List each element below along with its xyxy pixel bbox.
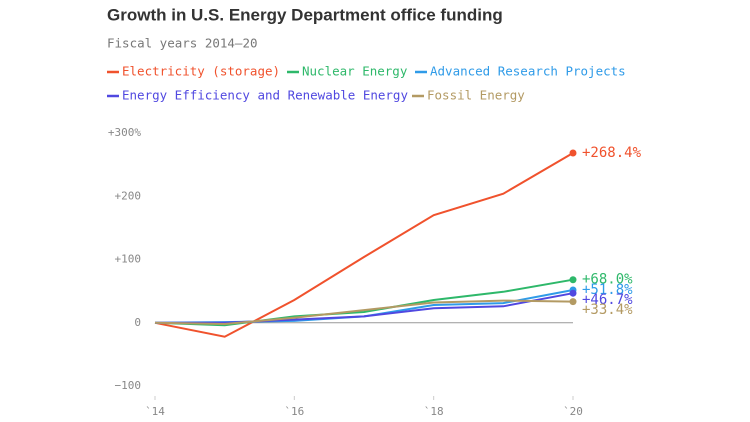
series-line — [155, 292, 574, 324]
y-tick-label: −100 — [115, 379, 142, 392]
legend-label: Advanced Research Projects — [430, 64, 626, 79]
chart-subtitle: Fiscal years 2014–20 — [107, 36, 258, 51]
value-label: +268.4% — [582, 145, 642, 161]
series-line — [154, 152, 574, 338]
x-tick-label: `20 — [563, 405, 583, 418]
y-tick-label: 0 — [134, 316, 141, 329]
series-line — [154, 278, 574, 327]
value-label: +51.8% — [582, 282, 633, 298]
x-tick-label: `16 — [284, 405, 304, 418]
series-line — [154, 289, 574, 324]
legend-label: Nuclear Energy — [302, 64, 408, 79]
legend-label: Electricity (storage) — [122, 64, 280, 79]
y-tick-label: +300% — [108, 126, 141, 139]
legend-label: Energy Efficiency and Renewable Energy — [122, 88, 408, 103]
value-label: +33.4% — [582, 302, 633, 318]
value-label: +46.7% — [582, 292, 633, 308]
legend-label: Fossil Energy — [427, 88, 525, 103]
end-point — [569, 276, 577, 284]
end-point — [569, 298, 577, 306]
value-label: +68.0% — [582, 272, 633, 288]
end-point — [569, 289, 577, 297]
y-tick-label: +100 — [115, 253, 142, 266]
y-tick-label: +200 — [115, 189, 142, 202]
x-tick-label: `18 — [424, 405, 444, 418]
end-point — [569, 149, 577, 157]
x-tick-label: `14 — [145, 405, 165, 418]
series-line — [154, 299, 574, 326]
chart-title: Growth in U.S. Energy Department office … — [107, 5, 503, 24]
